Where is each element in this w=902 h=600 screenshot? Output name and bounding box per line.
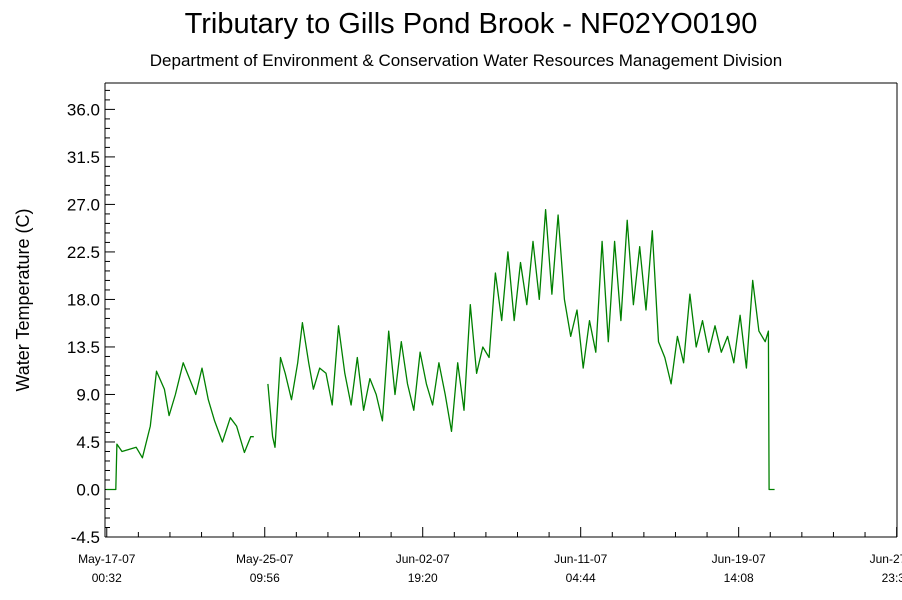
- y-tick-label: 36.0: [67, 100, 100, 119]
- y-tick-label: 22.5: [67, 243, 100, 262]
- x-tick-label-time: 23:32: [882, 571, 902, 585]
- x-tick-label-time: 00:32: [92, 571, 122, 585]
- y-tick-label: -4.5: [71, 528, 100, 547]
- x-tick-label-time: 14:08: [724, 571, 754, 585]
- plot-area: -4.5 0.0 4.5 9.0 13.5 18.0 22.5 27.0 31.5 36.0 Ma…: [67, 82, 902, 585]
- x-tick-label-time: 04:44: [566, 571, 596, 585]
- y-tick-label: 18.0: [67, 290, 100, 309]
- x-tick-label-time: 19:20: [408, 571, 438, 585]
- y-axis-label: Water Temperature (C): [13, 208, 33, 391]
- y-tick-label: 31.5: [67, 148, 100, 167]
- x-tick-label-date: May-25-07: [236, 552, 294, 566]
- x-axis-ticks: May-17-07 00:32 May-25-07 09:56 Jun-02-07 19:…: [78, 527, 902, 585]
- y-tick-label: 13.5: [67, 338, 100, 357]
- chart-subtitle: Department of Environment & Conservation…: [150, 51, 782, 70]
- y-tick-label: 4.5: [76, 433, 100, 452]
- y-tick-label: 9.0: [76, 385, 100, 404]
- x-tick-label-date: Jun-02-07: [396, 552, 450, 566]
- series-temperature: [106, 209, 775, 491]
- x-tick-label-date: Jun-11-07: [554, 552, 607, 566]
- y-tick-label: 0.0: [76, 480, 100, 499]
- y-tick-label: 27.0: [67, 195, 100, 214]
- temperature-line-segment: [106, 362, 254, 491]
- x-tick-label-date: May-17-07: [78, 552, 136, 566]
- x-tick-label-time: 09:56: [250, 571, 280, 585]
- y-axis-ticks: -4.5 0.0 4.5 9.0 13.5 18.0 22.5 27.0 31.5 36.0: [67, 89, 115, 547]
- x-tick-label-date: Jun-19-07: [712, 552, 766, 566]
- temperature-line-segment: [267, 209, 775, 491]
- x-tick-label-date: Jun-27-07: [870, 552, 902, 566]
- chart-title: Tributary to Gills Pond Brook - NF02YO01…: [185, 8, 758, 40]
